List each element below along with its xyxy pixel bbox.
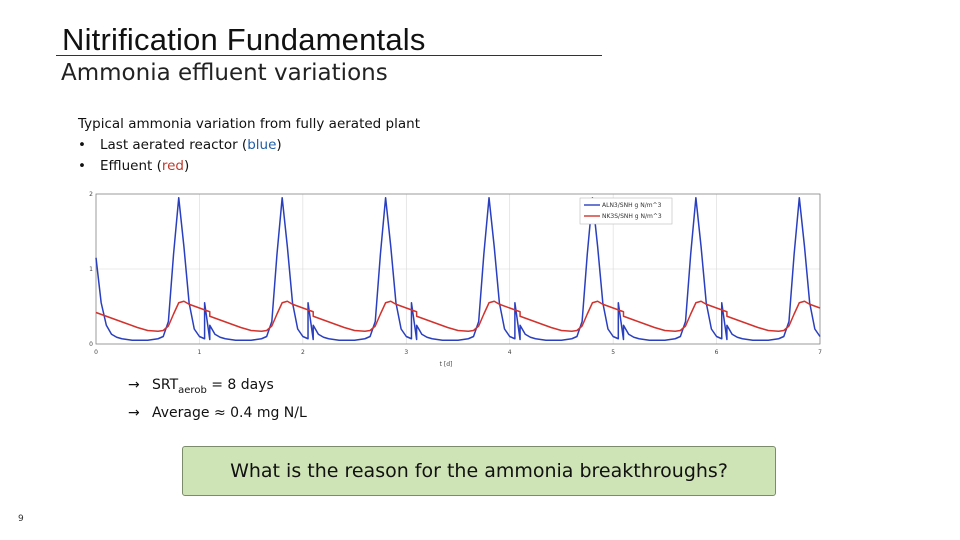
series-blue-line [95, 197, 821, 341]
bullet-item-blue: • Last aerated reactor (blue) [78, 135, 420, 156]
x-tick-label: 3 [404, 349, 408, 356]
title-underline [56, 55, 602, 56]
question-text: What is the reason for the ammonia break… [230, 460, 728, 482]
bullet-list: • Last aerated reactor (blue) • Effluent (… [78, 135, 420, 177]
x-tick-label: 4 [508, 349, 512, 356]
bullet-suffix: ) [184, 158, 190, 174]
x-tick-label: 6 [715, 349, 719, 356]
note-srt-label: SRT [152, 377, 179, 393]
bullet-dot: • [78, 158, 86, 174]
page-number: 9 [18, 514, 24, 524]
bullet-suffix: ) [276, 137, 282, 153]
x-tick-label: 0 [94, 349, 98, 356]
y-tick-label: 0 [89, 341, 93, 348]
y-tick-label: 2 [89, 191, 93, 198]
bullet-item-red: • Effluent (red) [78, 156, 420, 177]
slide-subtitle: Ammonia effluent variations [61, 60, 388, 86]
bullet-text: Last aerated reactor ( [100, 137, 248, 153]
note-srt: → SRTaerob = 8 days [128, 374, 307, 402]
ammonia-line-chart: 0 1 2 0 1 2 3 4 5 6 7 t [d] ALN3/SNH g N/m^3 NK3S… [89, 191, 822, 368]
x-tick-label: 1 [198, 349, 202, 356]
y-tick-label: 1 [89, 266, 93, 273]
blue-word: blue [247, 137, 277, 153]
note-srt-value: = 8 days [206, 377, 274, 393]
note-average: → Average ≈ 0.4 mg N/L [128, 402, 307, 424]
legend-box [579, 197, 673, 225]
plot-frame [95, 193, 821, 345]
legend-label-red: NK3S/SNH g N/m^3 [602, 213, 662, 220]
notes-block: → SRTaerob = 8 days → Average ≈ 0.4 mg N/L [128, 374, 307, 424]
x-tick-label: 5 [611, 349, 615, 356]
series-red-line [95, 300, 821, 332]
arrow-icon: → [128, 377, 140, 393]
x-axis-label: t [d] [440, 361, 453, 368]
red-word: red [161, 158, 184, 174]
note-srt-subscript: aerob [178, 384, 207, 396]
bullet-text: Effluent ( [100, 158, 162, 174]
slide-title: Nitrification Fundamentals [62, 22, 426, 57]
chart-series [95, 197, 821, 341]
question-box: What is the reason for the ammonia break… [182, 446, 776, 496]
legend-label-blue: ALN3/SNH g N/m^3 [602, 202, 662, 209]
bullet-dot: • [78, 137, 86, 153]
y-tick-labels: 0 1 2 [89, 191, 93, 348]
intro-block: Typical ammonia variation from fully aer… [78, 114, 420, 177]
x-tick-label: 2 [301, 349, 305, 356]
chart-legend: ALN3/SNH g N/m^3 NK3S/SNH g N/m^3 [579, 197, 673, 225]
x-tick-labels: 0 1 2 3 4 5 6 7 [94, 349, 822, 356]
intro-text: Typical ammonia variation from fully aer… [78, 116, 420, 132]
note-average-text: Average ≈ 0.4 mg N/L [152, 404, 307, 421]
arrow-icon: → [128, 404, 140, 421]
x-tick-label: 7 [818, 349, 822, 356]
